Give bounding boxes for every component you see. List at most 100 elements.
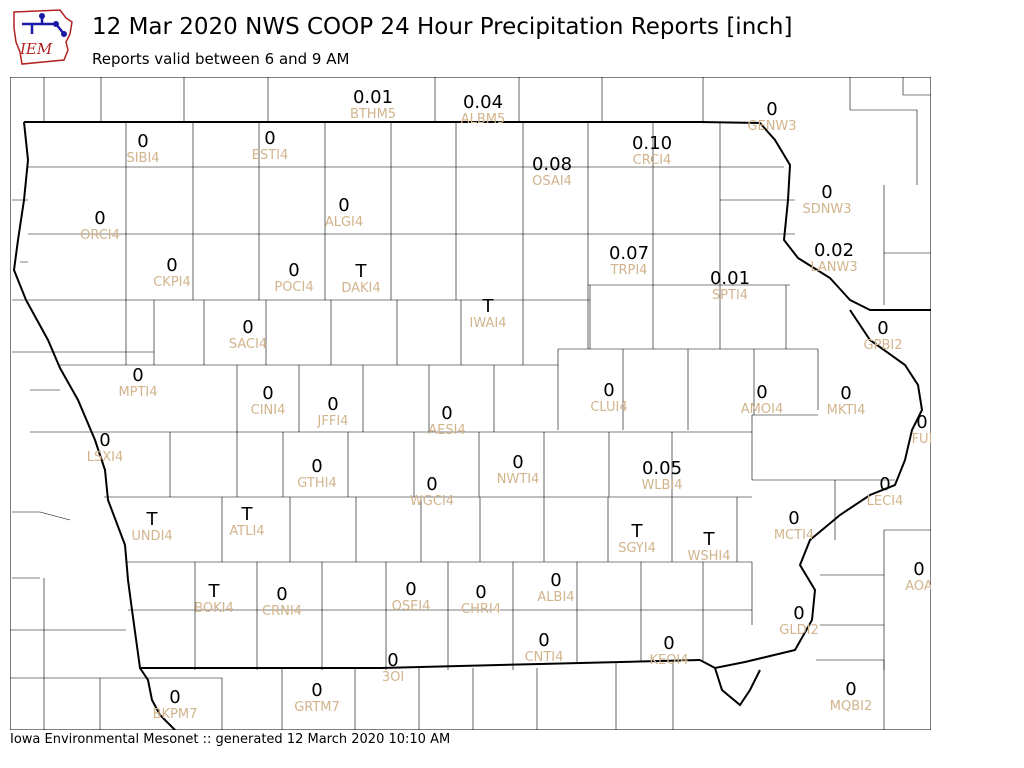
- precip-value: T: [703, 529, 716, 550]
- precip-value: 0: [169, 687, 180, 708]
- precip-value: 0: [475, 582, 486, 603]
- precip-value: 0: [132, 365, 143, 386]
- station-id: IWAI4: [470, 316, 507, 331]
- precip-value: T: [146, 509, 159, 530]
- precip-value: 0.02: [814, 240, 854, 261]
- precip-value: 0: [94, 208, 105, 229]
- station-id: SACI4: [229, 337, 267, 352]
- precip-value: 0: [512, 452, 523, 473]
- precip-value: 0: [276, 584, 287, 605]
- precip-value: 0: [663, 633, 674, 654]
- station-id: ORCI4: [80, 228, 120, 243]
- precip-value: 0: [793, 603, 804, 624]
- precip-value: 0.01: [353, 87, 393, 108]
- station-id: UNDI4: [131, 529, 172, 544]
- station-id: MKTI4: [827, 403, 866, 418]
- precip-value: 0: [262, 383, 273, 404]
- precip-value: 0: [916, 412, 927, 433]
- station-id: CNTI4: [525, 650, 564, 665]
- station-id: ATLI4: [229, 524, 264, 539]
- precip-value: 0: [242, 317, 253, 338]
- precip-value: 0: [264, 128, 275, 149]
- station-id: BTHM5: [350, 107, 396, 122]
- precip-value: 0.05: [642, 458, 682, 479]
- precip-value: 0: [405, 579, 416, 600]
- station-id: TRPI4: [610, 263, 648, 278]
- precip-value: 0.08: [532, 154, 572, 175]
- precip-value: 0: [603, 380, 614, 401]
- county-lines: [10, 77, 931, 730]
- station-id: CRCI4: [633, 153, 672, 168]
- station-id: GENW3: [747, 119, 796, 134]
- station-id: MPTI4: [118, 385, 157, 400]
- station-id: WGCI4: [410, 494, 454, 509]
- precip-value: 0: [288, 260, 299, 281]
- station-id: NWTI4: [497, 472, 540, 487]
- station-id: SIBI4: [126, 151, 159, 166]
- station-id: LECI4: [867, 494, 904, 509]
- station-id: LSXI4: [87, 450, 124, 465]
- precip-value: 0: [426, 474, 437, 495]
- precip-value: 0: [877, 318, 888, 339]
- precip-value: 0: [387, 650, 398, 671]
- precip-value: T: [631, 521, 644, 542]
- station-id: POCI4: [274, 280, 313, 295]
- station-id: AMOI4: [741, 402, 783, 417]
- precip-value: 0: [550, 570, 561, 591]
- state-borders: [12, 121, 931, 730]
- station-id: GTHI4: [297, 476, 336, 491]
- station-id: CKPI4: [153, 275, 191, 290]
- precip-value: 0: [137, 131, 148, 152]
- station-id: ALBM5: [461, 112, 506, 127]
- station-id: GLDI2: [779, 623, 818, 638]
- station-id: MCTI4: [774, 528, 814, 543]
- precip-value: T: [355, 261, 368, 282]
- precip-value: 0: [766, 99, 777, 120]
- station-id: SGYI4: [618, 541, 656, 556]
- station-id: OSEI4: [392, 599, 431, 614]
- precip-value: 0: [99, 430, 110, 451]
- station-id: LANW3: [810, 260, 857, 275]
- precip-value: 0: [879, 474, 890, 495]
- precip-value: 0: [311, 680, 322, 701]
- station-id: WLBI4: [641, 478, 682, 493]
- precip-value: 0: [913, 559, 924, 580]
- precip-value: 0.04: [463, 92, 503, 113]
- footer-text: Iowa Environmental Mesonet :: generated …: [10, 732, 451, 747]
- station-id: DAKI4: [341, 281, 380, 296]
- station-id: JFFI4: [317, 414, 349, 429]
- station-id: 3OI: [382, 670, 404, 685]
- logo-text: IEM: [19, 40, 53, 58]
- station-id: CHRI4: [461, 602, 501, 617]
